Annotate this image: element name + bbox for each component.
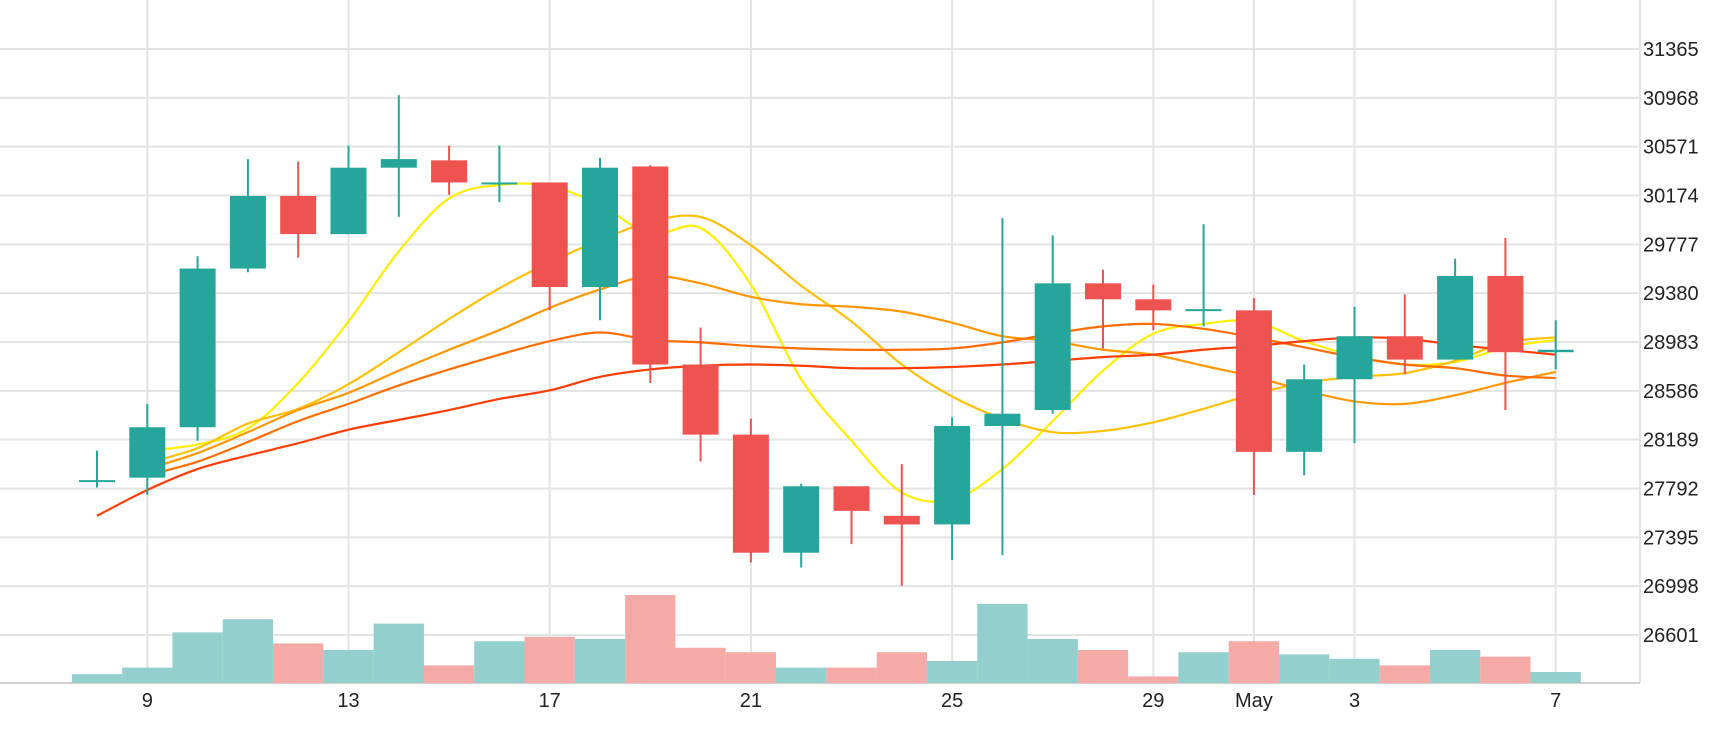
price-tick-label: 28586 [1643,381,1699,403]
axis-layer: 31365 30968 30571 30174 29777 29380 28983 28586… [142,39,1699,712]
volume-bar [1379,665,1430,683]
price-tick-label: 28983 [1643,332,1699,354]
candle-body [632,166,669,365]
date-tick-label: 7 [1550,690,1561,712]
candle-body [481,182,518,185]
candle-body [229,195,266,269]
volume-bar [1480,656,1531,683]
volume-bar [826,667,877,683]
volume-bar [172,632,223,683]
candle-body [1185,309,1222,312]
volume-bar [273,643,324,683]
candle-body [1085,283,1121,300]
price-tick-label: 26601 [1643,625,1699,647]
volume-bar [1027,639,1078,683]
volume-bar [1228,641,1280,683]
candle-body [732,434,769,553]
grid-layer [0,0,1641,684]
candle-body [1235,310,1272,452]
price-tick-label: 31365 [1643,39,1699,61]
volume-bar [323,650,374,683]
volume-bar [926,661,978,683]
volume-bar [776,667,827,683]
moving-average-line [147,322,1556,477]
candle-body [934,426,971,525]
candle-body [1286,379,1323,452]
candle-body [1336,336,1373,380]
volume-bar [1178,652,1229,683]
candle-body [984,413,1021,427]
price-tick-label: 30571 [1643,137,1699,159]
candle-body [79,480,115,483]
date-tick-label: May [1235,690,1273,712]
candle-body [431,160,468,183]
date-tick-label: 21 [740,690,762,712]
moving-average-line [96,336,1556,517]
volume-bar [122,667,173,683]
price-tick-label: 26998 [1643,576,1699,598]
volume-bar [625,595,676,683]
candle-body [179,268,216,428]
volume-bar [524,636,575,683]
volume-bar [373,623,424,683]
price-tick-label: 27792 [1643,479,1699,501]
volume-bar [423,665,475,683]
volume-bar [222,619,274,683]
volume-bar [876,652,927,683]
candle-body [280,195,317,235]
price-tick-label: 30968 [1643,88,1699,110]
candle-body [1034,283,1071,411]
volume-bar [574,639,626,683]
volume-bar [725,652,777,683]
date-tick-label: 17 [539,690,561,712]
price-tick-label: 28189 [1643,430,1699,452]
volume-bar [1530,672,1581,683]
candle-body [1386,336,1423,360]
candle-body [330,167,367,235]
candle-body [1437,275,1474,360]
candle-body [1487,275,1524,353]
volume-bar [1329,658,1380,683]
moving-average-layer [96,182,1556,517]
volume-bar [1279,654,1330,683]
price-tick-label: 27395 [1643,527,1699,549]
candle-body [531,182,568,288]
date-tick-label: 29 [1142,690,1164,712]
volume-bar [1429,650,1481,683]
date-tick-label: 3 [1349,690,1360,712]
candle-body [380,159,417,168]
date-tick-label: 13 [337,690,359,712]
date-tick-label: 9 [142,690,153,712]
volume-bar [1128,676,1179,683]
volume-bar [71,674,123,683]
candle-body [129,427,166,478]
candle-body [682,364,719,435]
candle-body [1537,349,1574,353]
price-tick-label: 30174 [1643,186,1699,208]
volume-bar [675,647,726,683]
candle-body [833,486,870,511]
volume-bar [474,641,525,683]
date-tick-label: 25 [941,690,963,712]
price-tick-label: 29777 [1643,234,1699,256]
candle-body [783,486,820,553]
volume-layer [71,595,1581,683]
volume-bar [977,603,1028,683]
candle-layer [79,95,1574,586]
price-tick-label: 29380 [1643,283,1699,305]
candle-body [883,515,920,525]
candle-body [582,167,618,288]
candle-body [1135,299,1172,311]
volume-bar [1077,650,1129,683]
